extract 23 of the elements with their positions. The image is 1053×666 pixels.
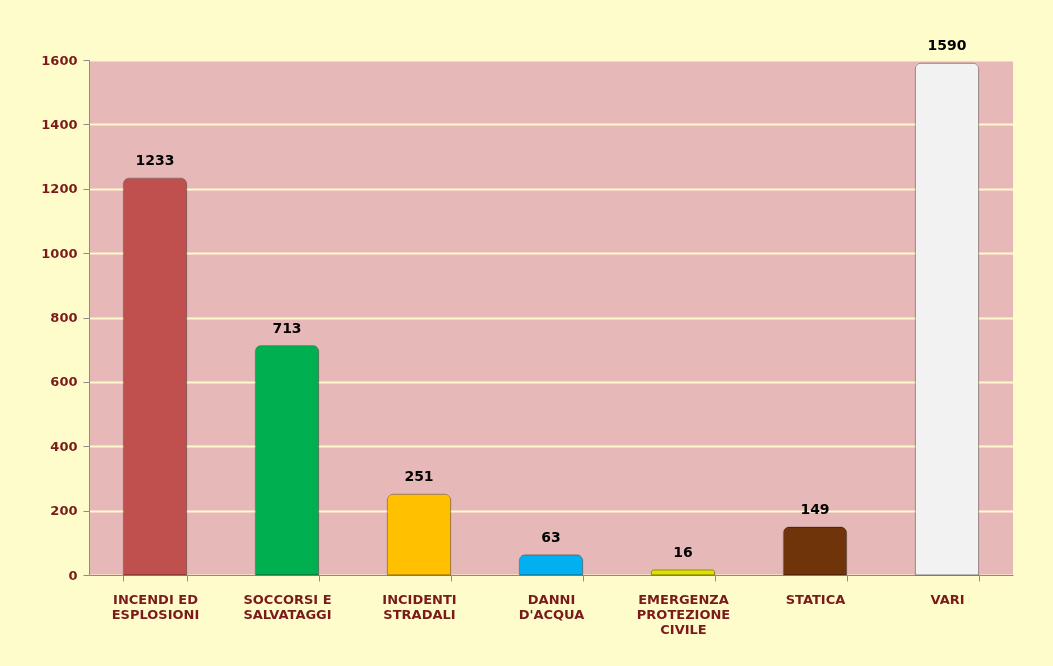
x-tick-label: EMERGENZA PROTEZIONE CIVILE (636, 591, 731, 637)
data-label: 713 (272, 319, 302, 336)
data-label: 251 (404, 468, 434, 485)
data-label: 63 (541, 528, 561, 545)
x-tick-label: INCIDENTI STRADALI (382, 591, 457, 622)
y-tick-label: 1400 (41, 116, 78, 132)
y-tick-label: 600 (50, 374, 78, 390)
y-tick-label: 400 (50, 438, 78, 454)
y-tick-label: 200 (50, 503, 78, 519)
y-tick-label: 0 (68, 567, 78, 583)
x-tick-label: SOCCORSI E SALVATAGGI (243, 591, 332, 622)
data-label: 16 (673, 543, 693, 560)
y-tick-label: 1000 (41, 245, 78, 261)
x-tick-label: DANNI D'ACQUA (518, 591, 585, 622)
x-tick-label: VARI (930, 591, 965, 607)
data-label: 1590 (927, 37, 967, 54)
y-tick-label: 800 (50, 310, 78, 325)
data-label: 1233 (135, 152, 175, 169)
data-label: 149 (800, 501, 830, 518)
x-tick-label: STATICA (785, 591, 846, 607)
y-tick-label: 1600 (41, 52, 78, 68)
y-tick-label: 1200 (41, 181, 78, 197)
x-tick-label: INCENDI ED ESPLOSIONI (111, 591, 200, 622)
